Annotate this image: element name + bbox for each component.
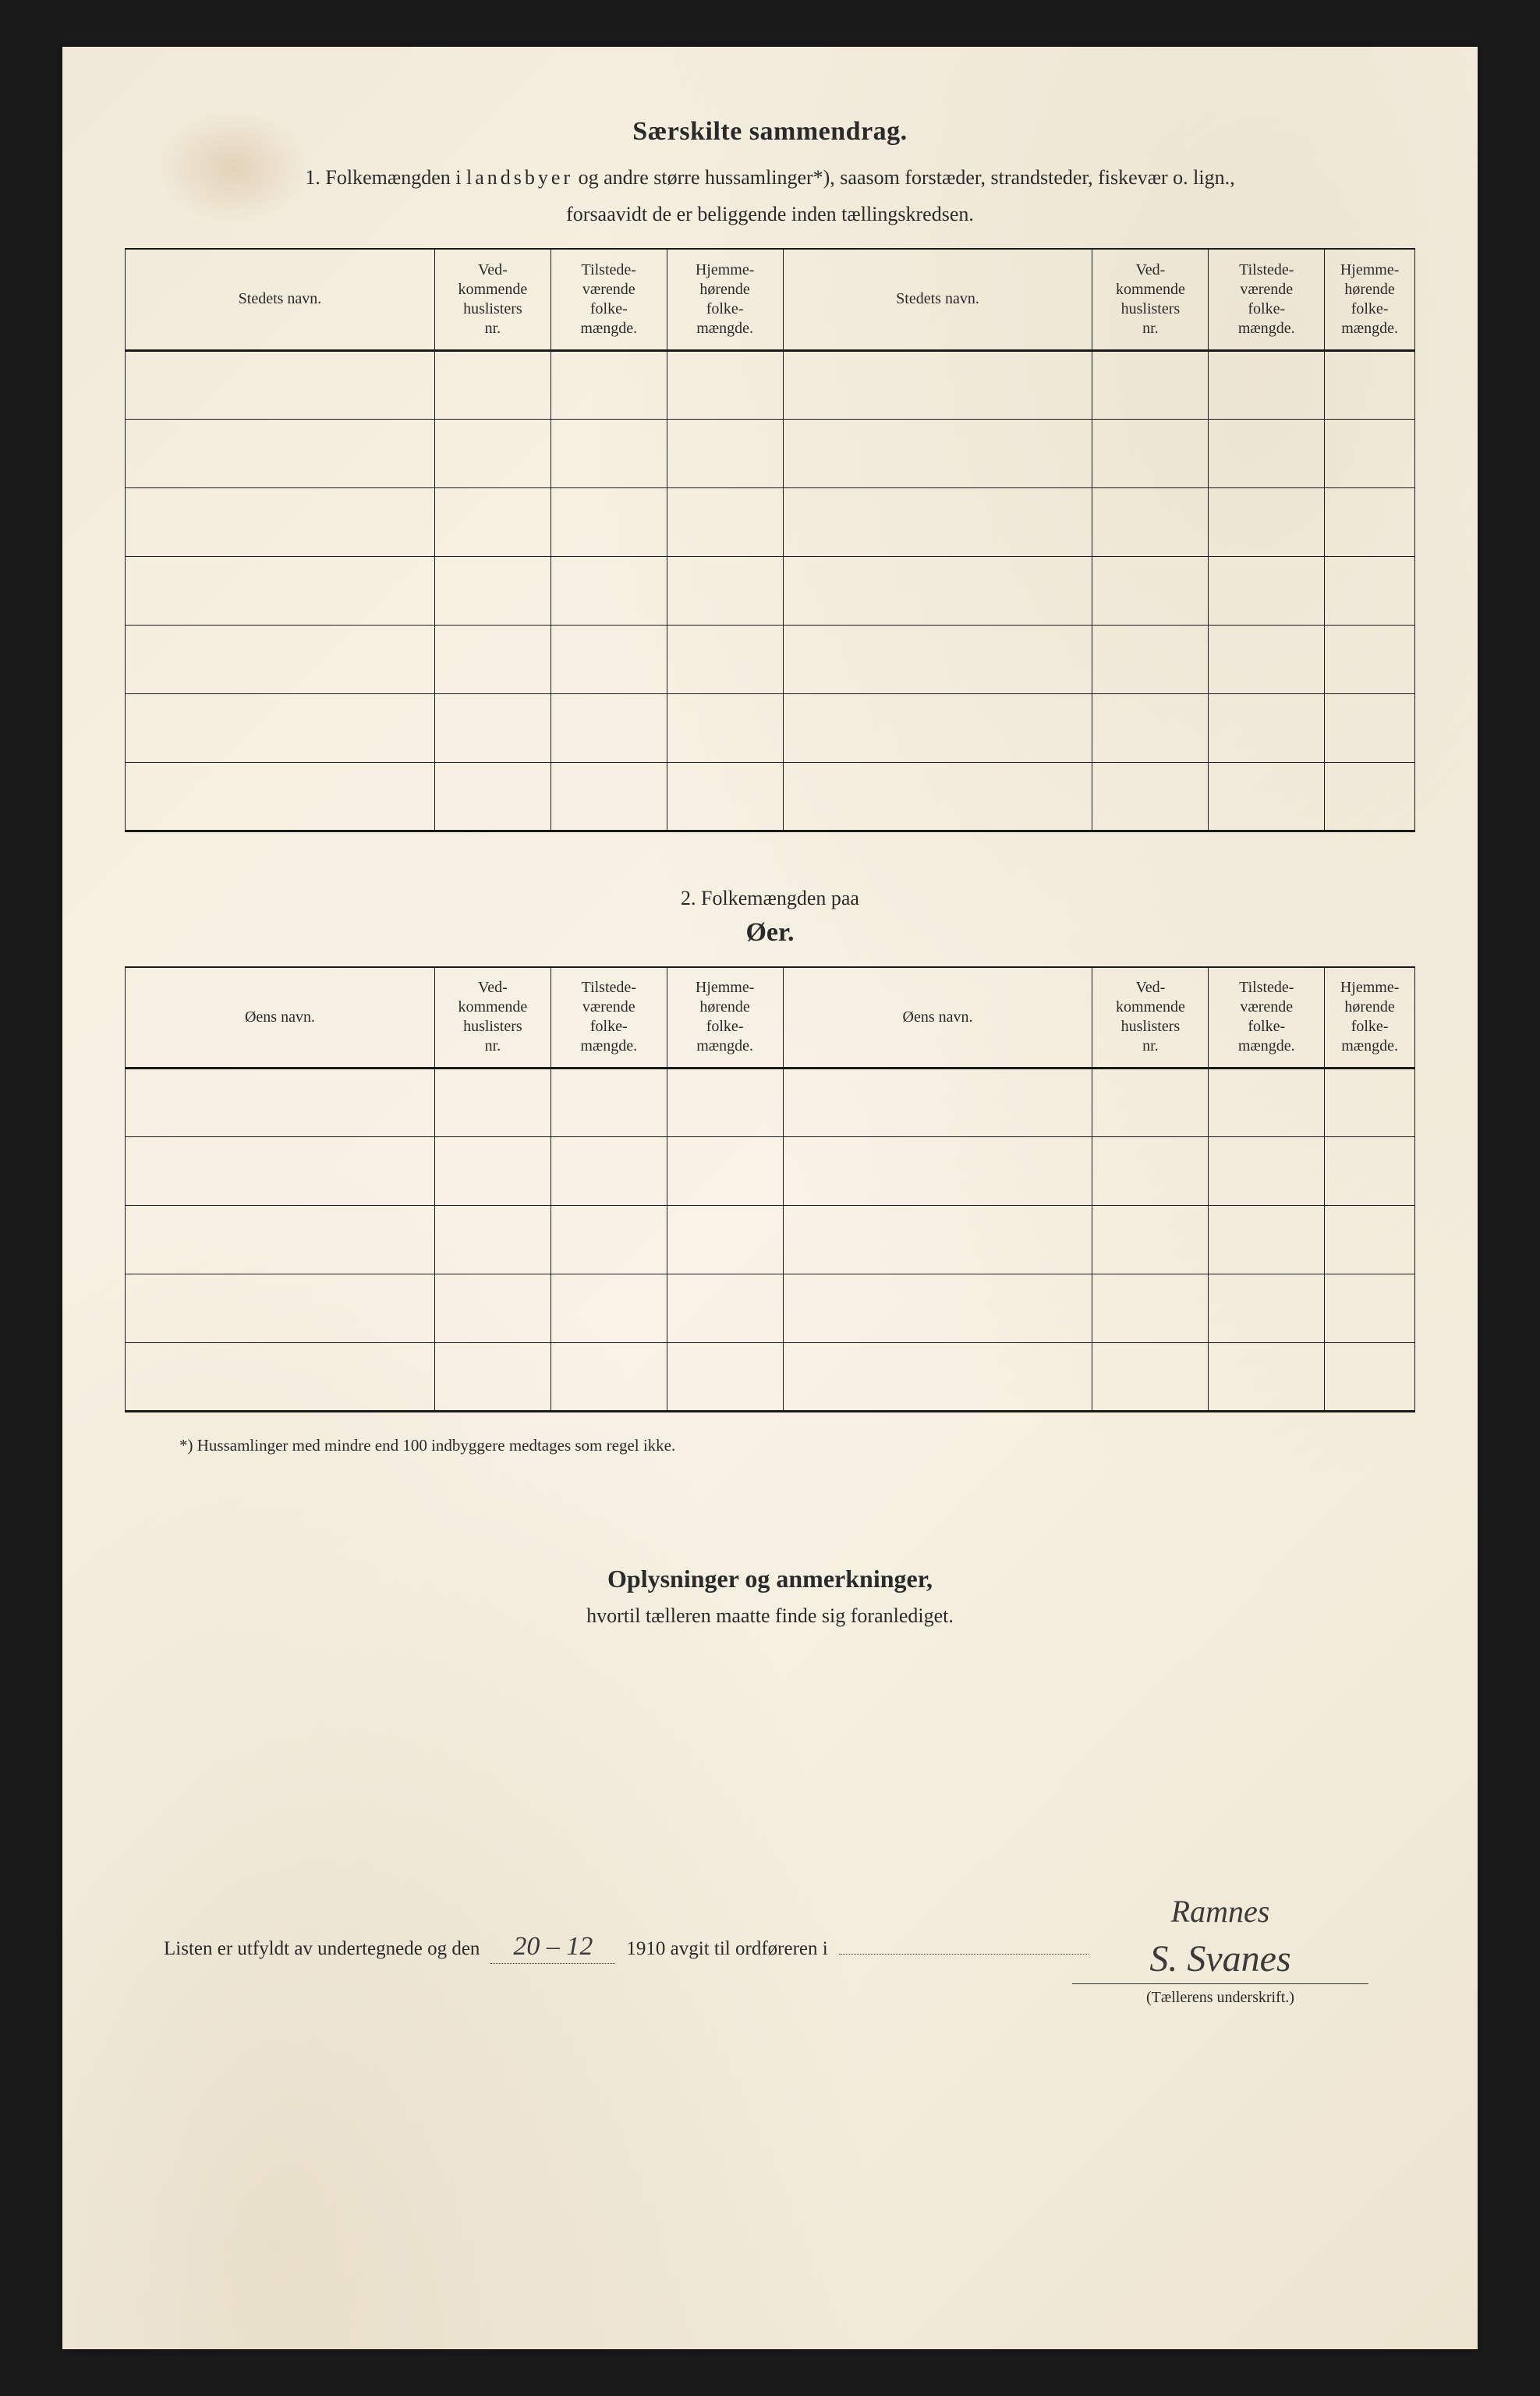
intro-spaced: landsbyer [466, 166, 573, 189]
t1-h-c2-r: Ved- kommende huslisters nr. [1092, 249, 1209, 350]
signature-name-area: Ramnes S. Svanes (Tællerens underskrift.… [1072, 1893, 1368, 2007]
t2-h-name-r: Øens navn. [783, 967, 1092, 1069]
table-row [126, 625, 1415, 693]
t1-h-c2-l: Ved- kommende huslisters nr. [434, 249, 551, 350]
t1-h-name-l: Stedets navn. [126, 249, 435, 350]
intro-prefix: 1. Folkemængden i [305, 166, 466, 189]
table-row [126, 693, 1415, 762]
table-row [126, 1069, 1415, 1137]
t1-h-c3-r: Tilstede- værende folke- mængde. [1209, 249, 1325, 350]
table-row [126, 419, 1415, 487]
t2-h-c4-r: Hjemme- hørende folke- mængde. [1325, 967, 1415, 1069]
table-row [126, 556, 1415, 625]
section3-subtitle: hvortil tælleren maatte finde sig foranl… [125, 1604, 1415, 1628]
table-villages: Stedets navn. Ved- kommende huslisters n… [125, 248, 1415, 832]
sig-prefix: Listen er utfyldt av undertegnede og den [164, 1938, 480, 1960]
table-row [126, 350, 1415, 419]
table-row [126, 1274, 1415, 1343]
table-row [126, 762, 1415, 831]
section3-title: Oplysninger og anmerkninger, [125, 1565, 1415, 1593]
date-handwritten: 20 – 12 [490, 1932, 615, 1964]
section2-num: 2. Folkemængden paa [125, 887, 1415, 910]
t2-body [126, 1069, 1415, 1412]
t1-body [126, 350, 1415, 831]
table-row [126, 1137, 1415, 1206]
t2-h-c4-l: Hjemme- hørende folke- mængde. [667, 967, 783, 1069]
signature-underscript: (Tællerens underskrift.) [1072, 1989, 1368, 2007]
place-handwritten: Ramnes [1072, 1893, 1368, 1930]
t1-h-c4-r: Hjemme- hørende folke- mængde. [1325, 249, 1415, 350]
t1-h-name-r: Stedets navn. [783, 249, 1092, 350]
signature-block: Ramnes S. Svanes (Tællerens underskrift.… [125, 1932, 1415, 1964]
intro-suffix: og andre større hussamlinger*), saasom f… [573, 166, 1235, 189]
t1-h-c4-l: Hjemme- hørende folke- mængde. [667, 249, 783, 350]
place-fill-line [839, 1952, 1089, 1955]
section1-title: Særskilte sammendrag. [125, 117, 1415, 147]
sig-year-text: 1910 avgit til ordføreren i [626, 1938, 827, 1960]
table-row [126, 1343, 1415, 1412]
table-islands: Øens navn. Ved- kommende huslisters nr. … [125, 966, 1415, 1413]
census-form-page: Særskilte sammendrag. 1. Folkemængden i … [62, 47, 1478, 2349]
t2-h-name-l: Øens navn. [126, 967, 435, 1069]
t2-h-c2-r: Ved- kommende huslisters nr. [1092, 967, 1209, 1069]
signature-handwritten: S. Svanes [1072, 1937, 1368, 1980]
t2-h-c3-r: Tilstede- værende folke- mængde. [1209, 967, 1325, 1069]
table-row [126, 487, 1415, 556]
footnote: *) Hussamlinger med mindre end 100 indby… [179, 1436, 1415, 1455]
section1-intro-line2: forsaavidt de er beliggende inden tællin… [125, 199, 1415, 229]
table-row [126, 1206, 1415, 1274]
t2-h-c2-l: Ved- kommende huslisters nr. [434, 967, 551, 1069]
t2-h-c3-l: Tilstede- værende folke- mængde. [551, 967, 667, 1069]
section1-intro-line1: 1. Folkemængden i landsbyer og andre stø… [125, 162, 1415, 193]
t1-h-c3-l: Tilstede- værende folke- mængde. [551, 249, 667, 350]
section2-title: Øer. [125, 918, 1415, 948]
page-content: Særskilte sammendrag. 1. Folkemængden i … [125, 117, 1415, 1964]
